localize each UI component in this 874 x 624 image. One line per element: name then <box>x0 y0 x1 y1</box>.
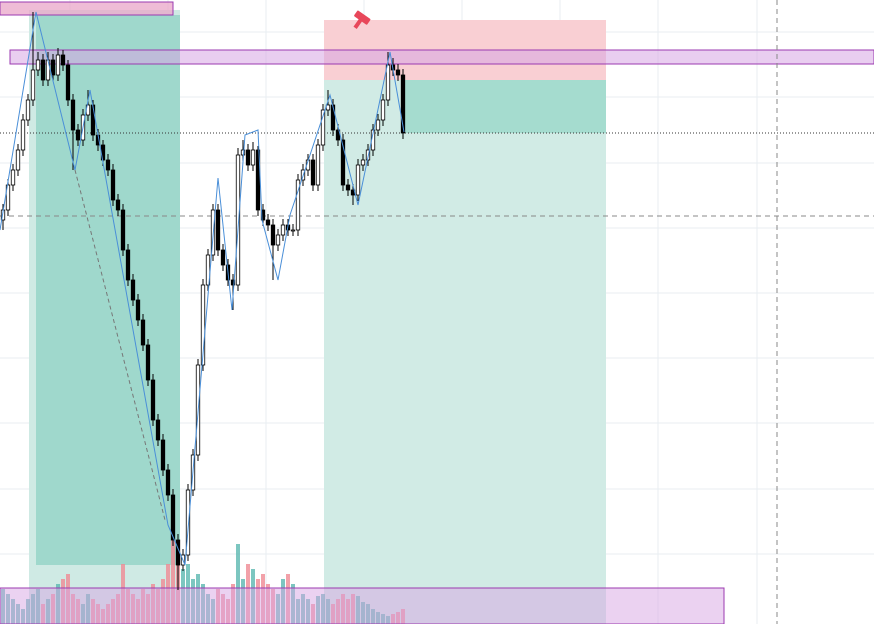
candle-body <box>120 209 126 251</box>
candle-body <box>265 219 271 226</box>
candle-body <box>10 169 16 186</box>
candle-body <box>215 209 221 251</box>
level-band <box>9 49 874 65</box>
level-band <box>0 587 725 624</box>
candle-body <box>130 279 136 301</box>
candle-body <box>310 159 316 186</box>
candle-body <box>75 129 81 141</box>
candle-body <box>40 59 46 81</box>
candle-body <box>125 249 131 281</box>
candle-body <box>240 149 246 156</box>
level-band <box>0 1 174 16</box>
candle-body <box>55 54 61 76</box>
candle-body <box>50 59 56 76</box>
candle-body <box>60 54 66 66</box>
zone-dark <box>36 15 180 565</box>
candle-body <box>165 469 171 496</box>
candle-body <box>145 344 151 381</box>
candle-body <box>20 119 26 151</box>
candle-body <box>270 224 276 246</box>
candle-body <box>5 184 11 211</box>
candle-body <box>385 64 391 101</box>
candle-body <box>250 149 256 166</box>
candle-body <box>115 199 121 211</box>
candle-body <box>290 229 296 232</box>
candle-body <box>135 299 141 321</box>
zigzag <box>0 11 405 566</box>
candle-body <box>155 419 161 441</box>
volume-bar <box>171 524 175 624</box>
volume-bar <box>236 544 240 624</box>
candle-body <box>140 319 146 346</box>
candle-body <box>360 159 366 166</box>
candle-body <box>160 439 166 471</box>
candle-body <box>185 489 191 556</box>
candle-body <box>395 69 401 76</box>
candle-body <box>70 99 76 131</box>
candle-body <box>375 119 381 131</box>
candle-body <box>245 149 251 166</box>
candle-body <box>45 59 51 81</box>
candle-body <box>30 69 36 101</box>
trend-line <box>74 169 166 521</box>
candle-body <box>220 249 226 266</box>
candle-body <box>280 224 286 236</box>
candle-body <box>315 144 321 186</box>
candle-body <box>400 74 406 134</box>
candle-body <box>355 164 361 196</box>
position-filled <box>403 80 606 133</box>
candle-body <box>110 169 116 201</box>
candle-body <box>275 234 281 246</box>
candle-body <box>380 99 386 121</box>
candle-body <box>260 209 266 221</box>
candle-body <box>340 139 346 186</box>
candle-body <box>345 184 351 191</box>
candle-body <box>230 279 236 286</box>
candle-body <box>65 64 71 101</box>
candle-body <box>105 159 111 171</box>
candle-body <box>15 149 21 171</box>
candle-body <box>320 109 326 146</box>
candle-body <box>35 59 41 71</box>
candle-body <box>150 379 156 421</box>
candle-body <box>25 99 31 121</box>
alert-icon[interactable] <box>349 10 371 32</box>
candle-body <box>170 494 176 541</box>
candle-body <box>295 179 301 231</box>
candle-body <box>200 284 206 366</box>
position-profit <box>324 80 606 624</box>
candle-body <box>235 154 241 286</box>
zigzag-line <box>0 11 405 566</box>
